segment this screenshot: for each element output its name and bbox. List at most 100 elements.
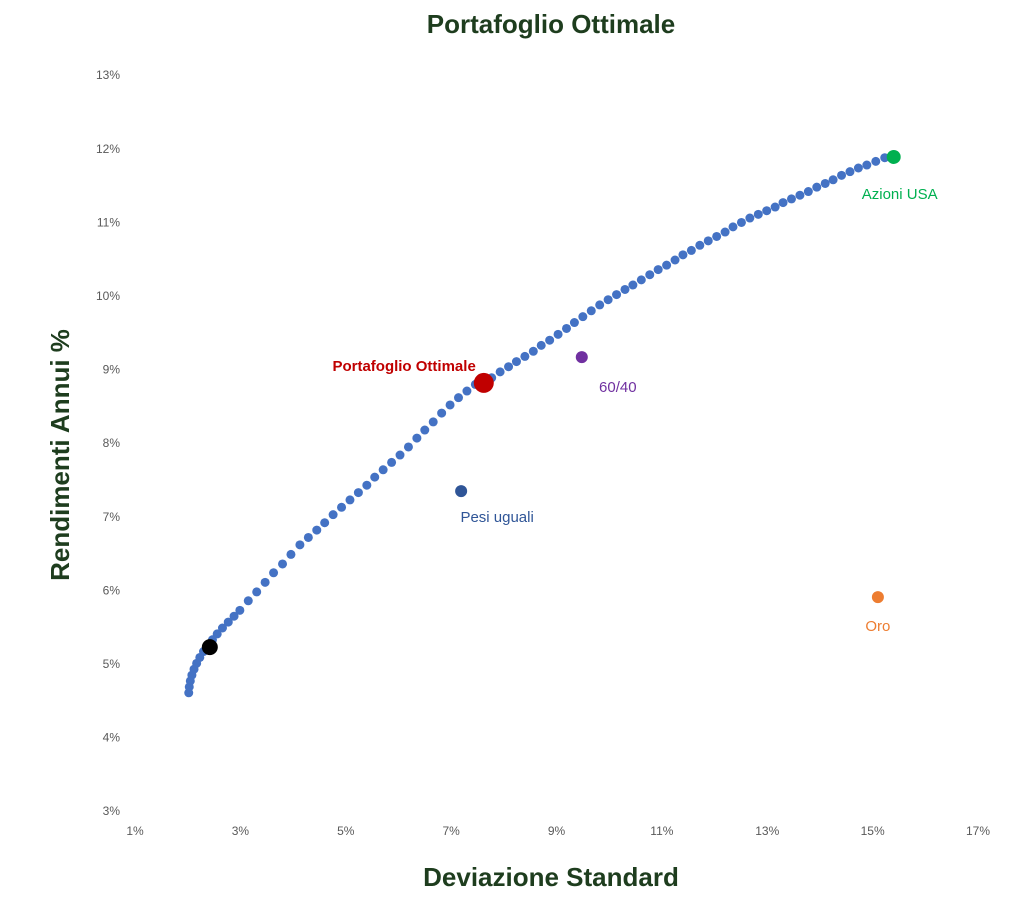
point <box>628 280 638 290</box>
point-label: Pesi uguali <box>460 509 533 526</box>
point <box>578 312 588 322</box>
point <box>428 417 438 427</box>
point <box>395 450 405 460</box>
point <box>853 163 863 173</box>
point <box>795 190 805 200</box>
point <box>217 623 227 633</box>
point <box>412 433 422 443</box>
point <box>837 170 847 180</box>
y-tick-label: 9% <box>103 363 121 377</box>
point <box>620 284 630 294</box>
point <box>278 559 288 569</box>
point <box>455 485 468 498</box>
point <box>645 270 655 280</box>
point <box>378 465 388 475</box>
point <box>753 209 763 219</box>
y-tick-label: 10% <box>96 289 120 303</box>
point <box>337 502 347 512</box>
y-tick-label: 12% <box>96 142 120 156</box>
point <box>528 346 538 356</box>
y-tick-label: 13% <box>96 68 120 82</box>
point <box>320 518 330 528</box>
point-label: Oro <box>865 618 890 635</box>
point <box>520 351 530 361</box>
y-tick-label: 4% <box>103 731 121 745</box>
point <box>353 488 363 498</box>
point <box>612 290 622 300</box>
point <box>462 386 472 396</box>
point <box>454 393 464 403</box>
x-axis-title: Deviazione Standard <box>423 862 679 892</box>
x-tick-label: 7% <box>442 824 460 838</box>
point <box>235 605 245 615</box>
point <box>252 587 262 597</box>
point <box>553 329 563 339</box>
point <box>345 495 355 505</box>
point <box>387 457 397 467</box>
point <box>260 577 270 587</box>
point <box>545 335 555 345</box>
point <box>686 245 696 255</box>
x-tick-label: 15% <box>861 824 885 838</box>
point <box>820 178 830 188</box>
point <box>812 182 822 192</box>
point <box>229 611 239 621</box>
point <box>595 300 605 310</box>
point <box>712 231 722 241</box>
y-tick-label: 3% <box>103 804 121 818</box>
point <box>728 222 738 232</box>
point <box>653 265 663 275</box>
point <box>778 198 788 208</box>
point <box>370 472 380 482</box>
point-label: Portafoglio Ottimale <box>332 358 475 375</box>
point <box>886 149 901 164</box>
point <box>736 217 746 227</box>
y-tick-label: 6% <box>103 583 121 597</box>
point <box>695 240 705 250</box>
point <box>295 540 305 550</box>
point <box>762 206 772 216</box>
x-tick-label: 5% <box>337 824 355 838</box>
x-tick-label: 3% <box>232 824 250 838</box>
point <box>803 187 813 197</box>
point <box>670 255 680 265</box>
point <box>720 227 730 237</box>
point <box>703 236 713 246</box>
y-tick-label: 8% <box>103 436 121 450</box>
point <box>569 318 579 328</box>
point <box>445 400 455 410</box>
point <box>871 156 881 166</box>
point <box>770 202 780 212</box>
point <box>511 357 521 367</box>
point <box>473 372 494 393</box>
point-label: 60/40 <box>599 379 637 396</box>
point <box>586 306 596 316</box>
y-tick-label: 7% <box>103 510 121 524</box>
x-tick-label: 9% <box>548 824 566 838</box>
y-tick-label: 5% <box>103 657 121 671</box>
point <box>562 323 572 333</box>
point <box>212 629 222 639</box>
point-label: Azioni USA <box>862 186 938 203</box>
point <box>745 213 755 223</box>
point <box>243 596 253 606</box>
point <box>495 367 505 377</box>
point <box>328 510 338 520</box>
point <box>437 408 447 418</box>
point <box>845 167 855 177</box>
x-tick-label: 13% <box>755 824 779 838</box>
point <box>286 549 296 559</box>
point <box>662 260 672 270</box>
point <box>362 480 372 490</box>
point <box>828 175 838 185</box>
point <box>312 525 322 535</box>
point <box>504 362 514 372</box>
point <box>303 532 313 542</box>
point <box>871 591 884 604</box>
point <box>269 568 279 578</box>
y-tick-label: 11% <box>97 215 120 229</box>
point <box>223 617 233 627</box>
point <box>636 275 646 285</box>
chart-title: Portafoglio Ottimale <box>427 9 675 39</box>
